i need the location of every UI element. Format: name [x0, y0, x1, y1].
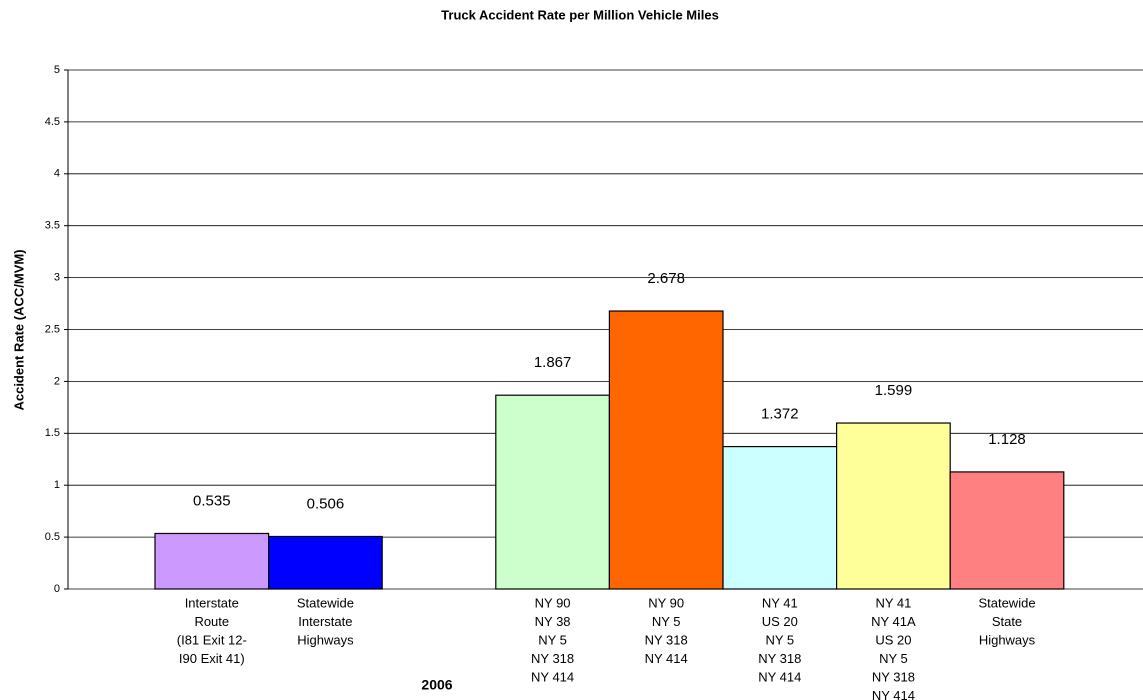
x-tick-label: NY 90: [648, 595, 684, 610]
bar: [268, 535, 383, 590]
bar: [608, 310, 724, 590]
x-tick-label: (I81 Exit 12-: [177, 632, 247, 647]
y-tick-label: 1: [54, 479, 60, 491]
x-tick-label: NY 414: [645, 651, 688, 666]
x-tick-label: NY 5: [652, 614, 681, 629]
y-tick-label: 3.5: [45, 220, 60, 232]
y-tick-label: 1.5: [45, 427, 60, 439]
x-tick-label: NY 41A: [871, 614, 916, 629]
value-label: 1.867: [534, 354, 572, 371]
value-label: 1.372: [761, 406, 799, 423]
y-tick-label: 0: [54, 583, 60, 595]
x-tick-label: State: [992, 614, 1022, 629]
x-tick-label: Interstate: [185, 595, 239, 610]
x-tick-label: NY 41: [875, 595, 911, 610]
chart-title: Truck Accident Rate per Million Vehicle …: [441, 7, 719, 22]
x-axis-label: 2006: [421, 677, 452, 693]
x-tick-label: NY 414: [872, 688, 915, 700]
x-tick-label: Interstate: [298, 614, 352, 629]
x-tick-label: NY 414: [758, 669, 801, 684]
x-tick-label: NY 38: [535, 614, 571, 629]
x-tick-label: NY 5: [879, 651, 908, 666]
x-tick-label: Highways: [297, 632, 354, 647]
y-axis-label: Accident Rate (ACC/MVM): [11, 249, 26, 410]
x-tick-label: Statewide: [297, 595, 354, 610]
value-label: 0.506: [307, 495, 345, 512]
x-tick-label: Route: [194, 614, 229, 629]
x-tick-label: US 20: [875, 632, 911, 647]
x-tick-label: I90 Exit 41): [179, 651, 245, 666]
y-tick-label: 4.5: [45, 116, 60, 128]
bar: [154, 532, 270, 590]
x-tick-label: NY 318: [531, 651, 574, 666]
bar: [949, 471, 1065, 590]
value-label: 2.678: [647, 270, 685, 287]
value-label: 1.128: [988, 431, 1026, 448]
x-tick-label: Highways: [979, 632, 1036, 647]
value-label: 0.535: [193, 492, 231, 509]
y-tick-label: 2.5: [45, 323, 60, 335]
x-tick-label: NY 5: [538, 632, 567, 647]
value-label: 1.599: [875, 382, 913, 399]
y-tick-label: 4: [54, 168, 60, 180]
x-tick-label: NY 90: [535, 595, 571, 610]
bar: [722, 445, 838, 590]
y-tick-label: 5: [54, 64, 60, 76]
x-tick-label: NY 318: [758, 651, 801, 666]
x-tick-label: NY 414: [531, 669, 574, 684]
bar: [495, 394, 610, 590]
y-tick-label: 0.5: [45, 531, 60, 543]
x-tick-label: NY 5: [765, 632, 794, 647]
bar: [835, 422, 951, 590]
y-tick-label: 3: [54, 272, 60, 284]
x-tick-label: NY 318: [645, 632, 688, 647]
x-tick-label: NY 318: [872, 669, 915, 684]
x-tick-label: US 20: [762, 614, 798, 629]
x-tick-label: NY 41: [762, 595, 798, 610]
y-tick-label: 2: [54, 375, 60, 387]
x-tick-label: Statewide: [978, 595, 1035, 610]
